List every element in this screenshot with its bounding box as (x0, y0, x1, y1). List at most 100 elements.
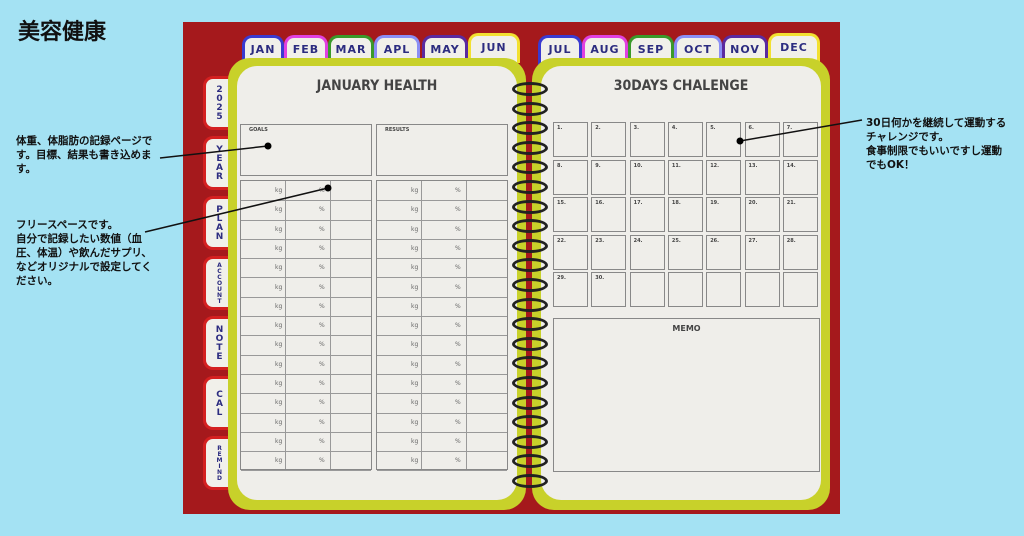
day-cell[interactable]: 13. (744, 159, 780, 195)
day-cell[interactable]: 7. (782, 122, 818, 157)
day-cell[interactable]: 21. (782, 197, 818, 232)
day-cell[interactable]: 29. (553, 272, 588, 307)
day-cell[interactable] (782, 272, 818, 307)
spiral-ring (512, 317, 548, 332)
table-row[interactable]: kg% (241, 335, 371, 356)
unit-kg: kg (411, 283, 419, 291)
day-cell[interactable] (629, 272, 665, 307)
day-cell[interactable]: 8. (553, 159, 588, 195)
unit-percent: % (319, 418, 325, 426)
unit-kg: kg (275, 380, 283, 387)
day-cell[interactable]: 12. (706, 159, 742, 195)
table-row[interactable]: kg% (377, 355, 507, 375)
annotation-record: 体重、体脂肪の記録ページです。目標、結果も書き込めます。 (16, 135, 153, 175)
table-row[interactable]: kg% (241, 181, 371, 202)
table-row[interactable]: kg% (377, 374, 507, 395)
table-row[interactable]: kg% (241, 413, 371, 433)
unit-percent: % (455, 283, 461, 291)
day-cell[interactable]: 24. (629, 234, 665, 270)
day-cell[interactable]: 20. (744, 197, 780, 232)
day-cell[interactable]: 3. (629, 122, 665, 157)
day-cell[interactable]: 17. (629, 197, 665, 232)
table-row[interactable]: kg% (377, 393, 507, 414)
column-divider (466, 181, 467, 469)
unit-percent: % (455, 399, 461, 407)
unit-percent: % (455, 244, 461, 252)
annotation-line-record (159, 145, 269, 159)
record-table-right[interactable]: kg% kg% kg% kg% kg% kg% kg% kg% kg% kg% kg% kg% kg% k… (376, 180, 508, 472)
spiral-ring (512, 356, 548, 371)
day-cell[interactable]: 2. (591, 122, 627, 157)
spiral-ring (512, 297, 548, 312)
day-cell[interactable]: 1. (553, 122, 588, 157)
table-row[interactable]: kg% (377, 335, 507, 356)
day-cell[interactable]: 26. (706, 234, 742, 270)
table-row[interactable]: kg% (241, 432, 371, 453)
day-cell[interactable] (706, 272, 742, 307)
table-row[interactable]: kg% (241, 355, 371, 375)
memo-box[interactable]: MEMO (553, 318, 820, 472)
day-cell[interactable]: 15. (553, 197, 588, 232)
table-row[interactable]: kg% (241, 239, 371, 260)
unit-percent: % (319, 206, 325, 214)
spiral-ring (512, 395, 548, 410)
table-row[interactable]: kg% (241, 258, 371, 279)
day-cell[interactable]: 23. (591, 234, 627, 270)
table-row[interactable]: kg% (241, 220, 371, 240)
spiral-ring (512, 278, 548, 292)
day-cell[interactable]: 18. (667, 197, 703, 232)
table-row[interactable]: kg% (377, 413, 507, 433)
spiral-ring (512, 454, 548, 469)
unit-percent: % (319, 225, 325, 233)
day-cell[interactable]: 27. (744, 234, 780, 270)
table-row[interactable]: kg% (241, 393, 371, 414)
day-cell[interactable] (667, 272, 703, 307)
day-cell[interactable]: 14. (782, 159, 818, 195)
table-row[interactable]: kg% (241, 316, 371, 337)
table-row[interactable]: kg% (377, 297, 507, 318)
table-row[interactable]: kg% (241, 451, 371, 472)
day-cell[interactable]: 30. (591, 272, 627, 307)
day-cell[interactable]: 25. (667, 234, 703, 270)
table-row[interactable]: kg% (377, 220, 507, 240)
table-row[interactable]: kg% (241, 374, 371, 395)
table-row[interactable]: kg% (377, 278, 507, 298)
day-cell[interactable]: 10. (629, 159, 665, 195)
unit-kg: kg (275, 322, 283, 330)
unit-percent: % (319, 302, 325, 310)
unit-percent: % (455, 380, 461, 387)
day-cell[interactable]: 16. (591, 197, 627, 232)
unit-kg: kg (275, 225, 283, 233)
annotation-line-free (144, 187, 329, 233)
unit-percent: % (319, 244, 325, 252)
table-row[interactable]: kg% (241, 278, 371, 298)
day-cell[interactable]: 28. (782, 234, 818, 270)
table-row[interactable]: kg% (377, 181, 507, 202)
spiral-ring (512, 101, 548, 116)
day-cell[interactable]: 22. (553, 234, 588, 270)
unit-percent: % (455, 264, 461, 272)
goals-box[interactable]: GOALS (240, 124, 372, 176)
day-cell[interactable]: 9. (591, 159, 627, 195)
table-row[interactable]: kg% (377, 316, 507, 337)
results-box[interactable]: RESULTS (376, 124, 508, 176)
table-row[interactable]: kg% (377, 239, 507, 260)
unit-percent: % (455, 187, 461, 194)
table-row[interactable]: kg% (377, 432, 507, 453)
unit-kg: kg (411, 360, 419, 368)
day-cell[interactable]: 11. (667, 159, 703, 195)
unit-percent: % (319, 360, 325, 368)
day-cell[interactable]: 19. (706, 197, 742, 232)
table-row[interactable]: kg% (377, 258, 507, 279)
day-cell[interactable]: 4. (667, 122, 703, 157)
tab-jun[interactable]: JUN (468, 33, 520, 63)
table-row[interactable]: kg% (377, 451, 507, 472)
table-row[interactable]: kg% (241, 297, 371, 318)
record-table-left[interactable]: kg% kg% kg% kg% kg% kg% kg% kg% kg% kg% kg% kg% kg% k… (240, 180, 372, 472)
table-row[interactable]: kg% (241, 200, 371, 221)
table-row[interactable]: kg% (377, 200, 507, 221)
unit-percent: % (455, 206, 461, 214)
day-cell[interactable] (744, 272, 780, 307)
spiral-ring (512, 415, 548, 430)
annotation-dot-challenge (736, 137, 744, 145)
